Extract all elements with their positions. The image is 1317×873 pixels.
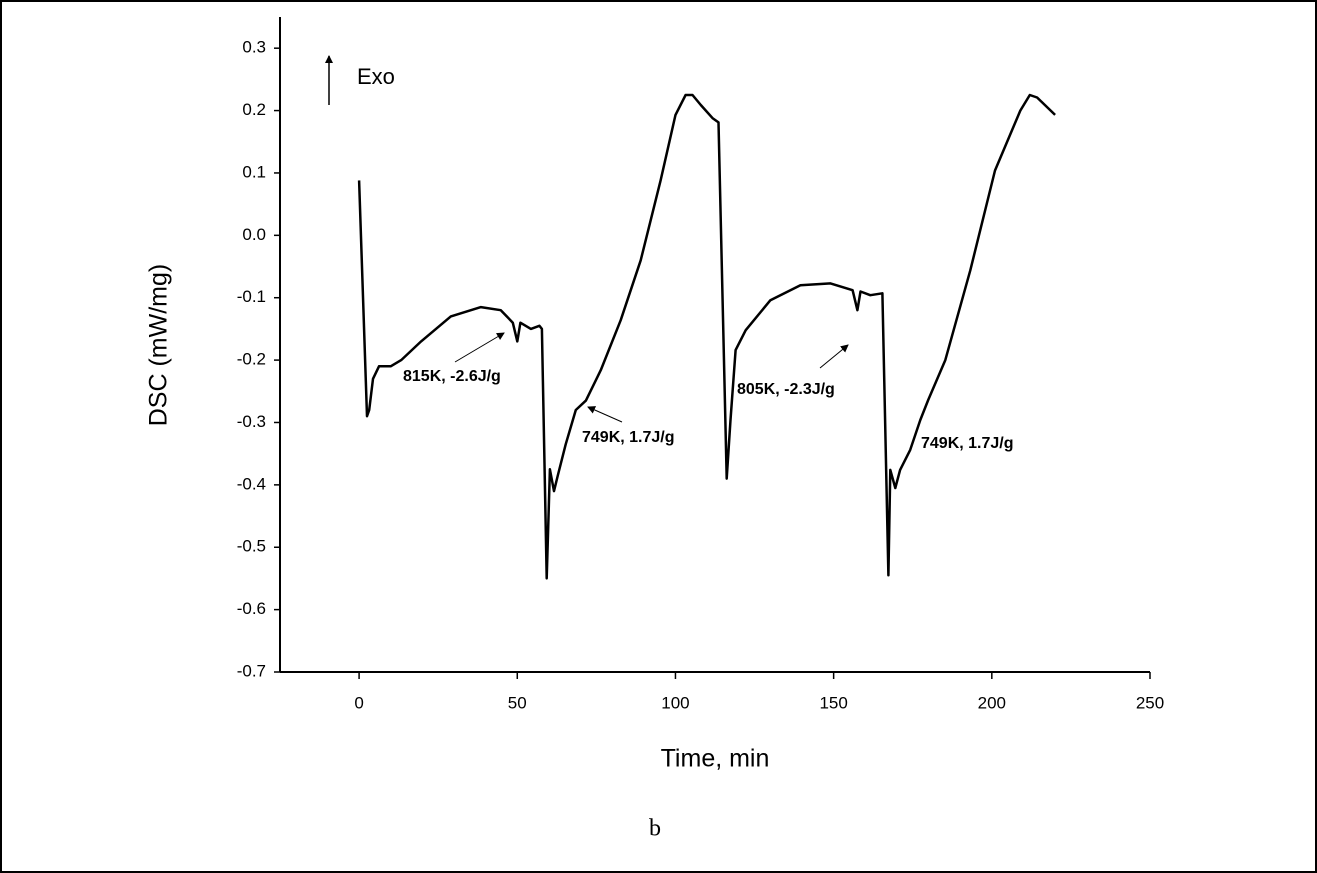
x-tick-label: 50 [508, 693, 527, 712]
y-tick-label: -0.6 [237, 599, 266, 618]
y-tick-label: -0.3 [237, 412, 266, 431]
y-tick-label: -0.7 [237, 661, 266, 680]
data-line [357, 93, 1056, 580]
annotation: 815K, -2.6J/g [403, 368, 501, 385]
y-axis-label: DSC (mW/mg) [145, 264, 173, 426]
annotation-arrow [587, 406, 623, 423]
exo-label: Exo [357, 64, 395, 89]
y-tick-label: -0.5 [237, 537, 266, 556]
y-tick-label: -0.1 [237, 287, 266, 306]
caption: b [649, 816, 661, 842]
x-tick-label: 150 [819, 693, 847, 712]
y-tick-label: -0.2 [237, 350, 266, 369]
annotation: 749K, 1.7J/g [921, 435, 1014, 452]
x-axis-label: Time, min [661, 745, 770, 773]
x-tick-label: 0 [354, 693, 363, 712]
y-tick-label: 0.0 [242, 225, 266, 244]
x-tick-label: 100 [661, 693, 689, 712]
annotation: 805K, -2.3J/g [737, 381, 835, 398]
y-tick-label: -0.4 [237, 474, 266, 493]
annotation: 749K, 1.7J/g [582, 429, 675, 446]
x-tick-label: 200 [978, 693, 1006, 712]
annotation-arrow [819, 344, 849, 369]
y-tick-label: 0.1 [242, 162, 266, 181]
y-tick-label: 0.3 [242, 38, 266, 57]
y-tick-label: 0.2 [242, 100, 266, 119]
annotation-arrow [454, 332, 505, 363]
x-tick-label: 250 [1136, 693, 1164, 712]
